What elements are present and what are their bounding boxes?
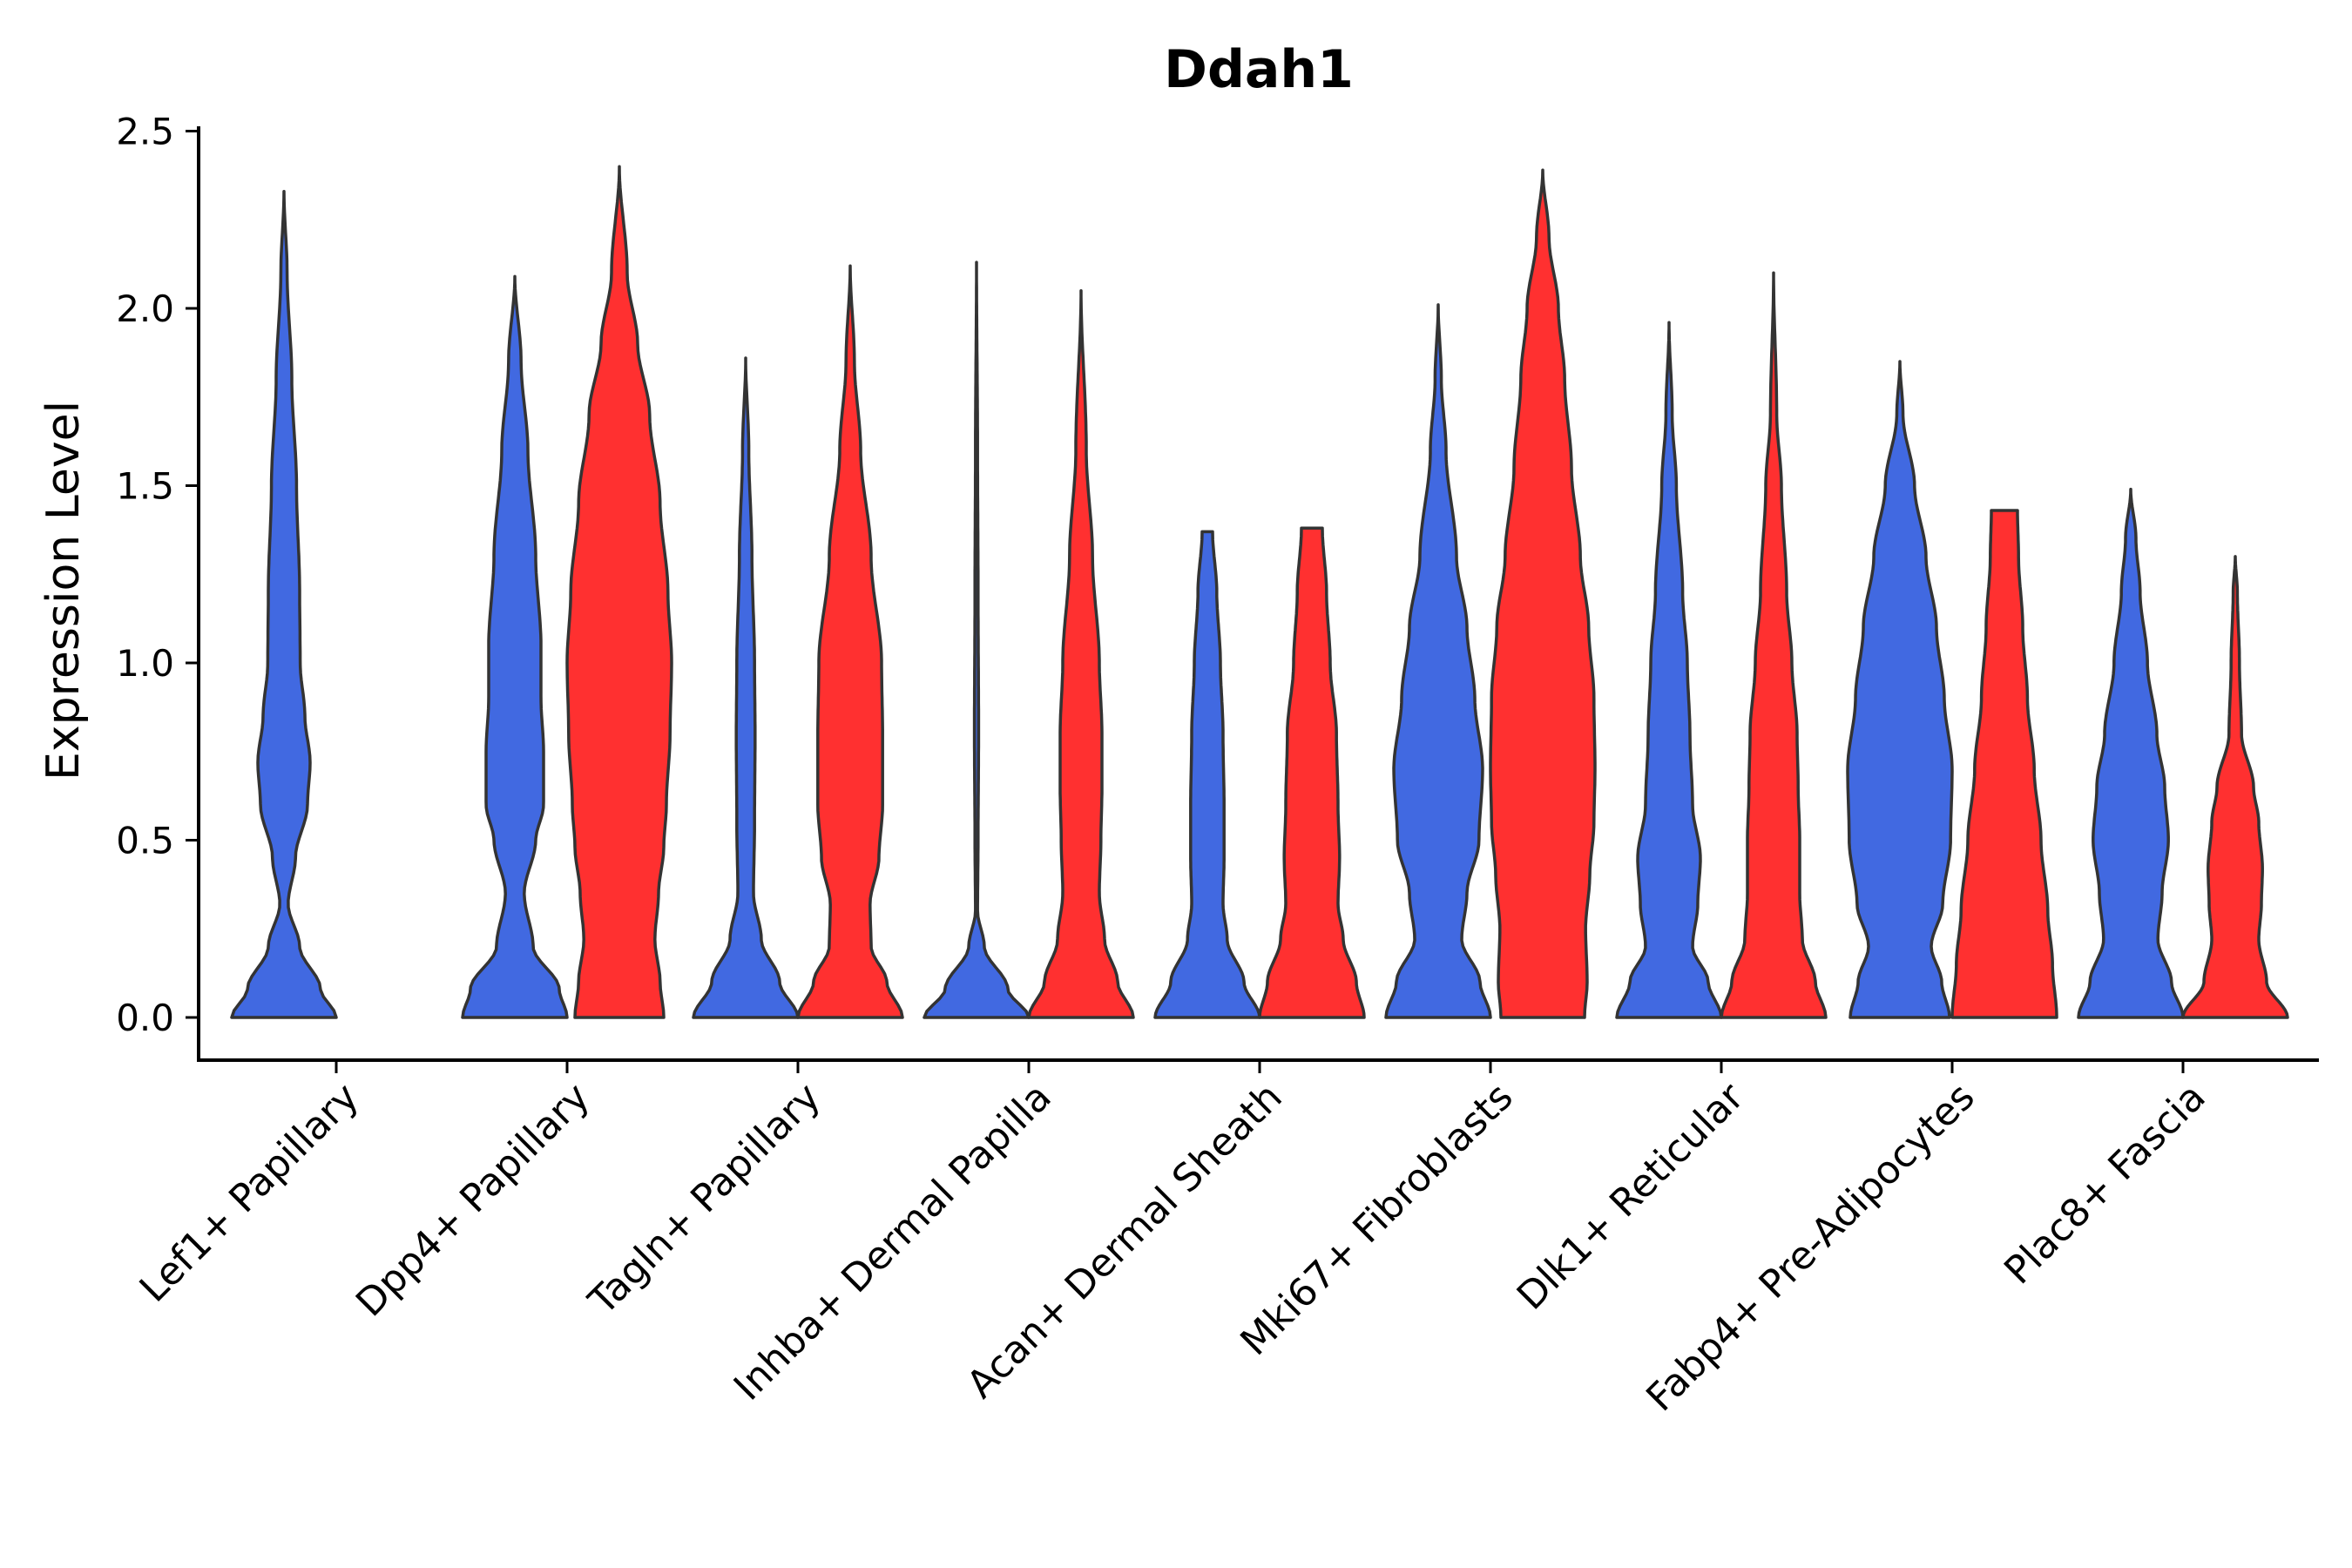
violin-red-3 <box>1027 288 1135 1019</box>
x-tick-label: Tagln+ Papillary <box>580 1075 829 1324</box>
violin-red-1 <box>565 165 673 1019</box>
axes-group <box>197 126 2319 1062</box>
violin-blue-3 <box>923 260 1031 1019</box>
violin-blue-8 <box>2077 487 2185 1019</box>
violin-blue-6 <box>1615 321 1723 1019</box>
y-tick-label: 2.5 <box>116 111 174 153</box>
x-tick-label: Lef1+ Papillary <box>132 1075 368 1311</box>
violin-blue-2 <box>692 356 800 1019</box>
violin-red-2 <box>796 264 904 1019</box>
violin-red-5 <box>1489 168 1597 1019</box>
y-tick-label: 1.0 <box>116 642 174 685</box>
violin-blue-4 <box>1153 530 1261 1019</box>
violin-red-4 <box>1258 526 1366 1019</box>
violin-blue-0 <box>230 189 338 1019</box>
y-tick-label: 0.5 <box>116 820 174 862</box>
x-tick-label: Plac8+ Fascia <box>1996 1075 2214 1294</box>
x-tick-label: Dpp4+ Papillary <box>348 1075 598 1326</box>
chart-title: Ddah1 <box>1164 39 1354 100</box>
violin-red-6 <box>1720 271 1828 1019</box>
violin-blue-7 <box>1846 360 1954 1019</box>
violin-blue-1 <box>461 274 569 1019</box>
x-tick-label: Dlk1+ Reticular <box>1509 1074 1754 1319</box>
y-tick-label: 0.0 <box>116 997 174 1039</box>
violins-group <box>230 165 2289 1019</box>
y-ticks-group: 0.0 0.5 1.0 1.5 2.0 2.5 <box>116 111 199 1039</box>
violin-red-8 <box>2181 555 2289 1019</box>
violin-red-7 <box>1950 509 2058 1019</box>
y-axis-label: Expression Level <box>37 401 90 781</box>
y-tick-label: 1.5 <box>116 465 174 508</box>
y-tick-label: 2.0 <box>116 287 174 330</box>
violin-blue-5 <box>1384 303 1492 1019</box>
